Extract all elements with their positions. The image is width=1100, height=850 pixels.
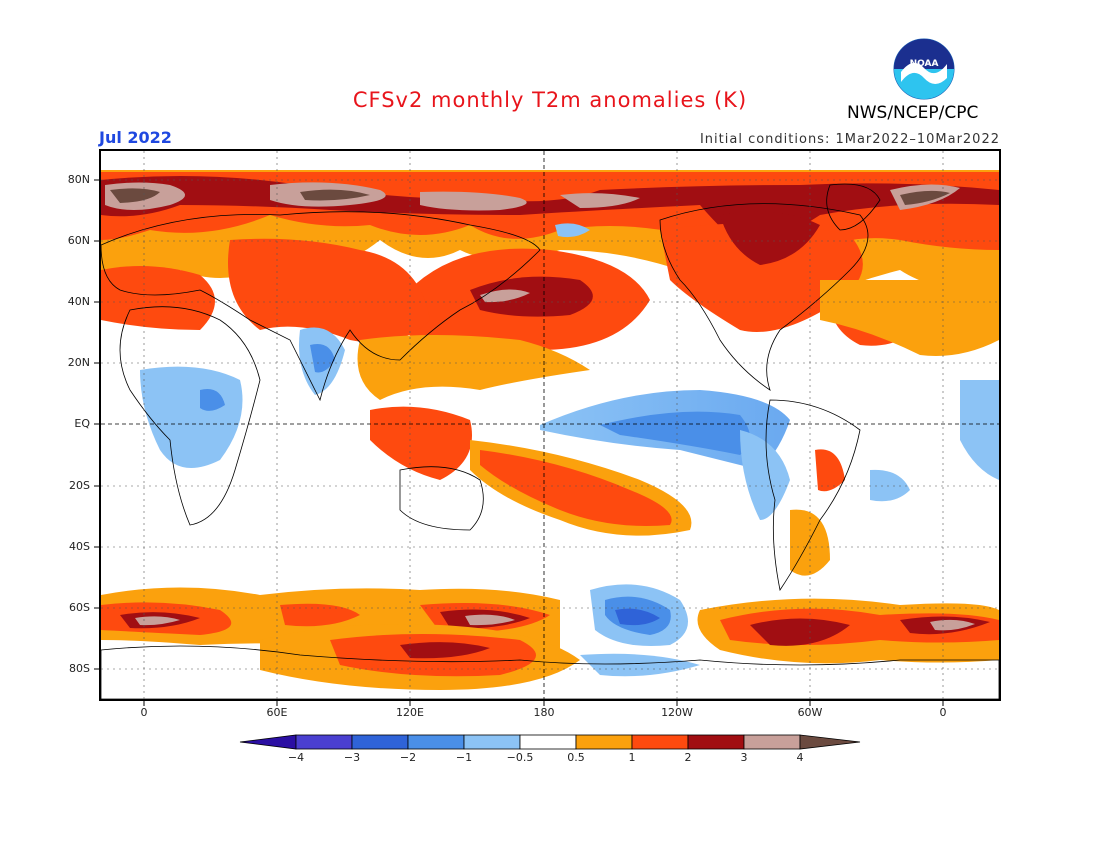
warm-anomaly-subtropical-atlantic: [820, 280, 999, 356]
lat-label: 80N: [67, 173, 90, 186]
chart-title: CFSv2 monthly T2m anomalies (K): [352, 88, 748, 112]
lat-label: 40N: [67, 295, 90, 308]
warm-anomaly-brazil: [815, 449, 845, 492]
lat-label: 80S: [69, 662, 90, 675]
cool-anomaly-east-africa: [960, 380, 999, 480]
lon-label: 120E: [396, 706, 424, 719]
colorbar-label: 3: [740, 751, 748, 764]
warm-anomaly-antarctic-east-max: [930, 619, 975, 631]
coast-eurasia: [101, 211, 541, 402]
warm-anomaly-north-pacific-core: [470, 276, 593, 317]
coast-africa: [119, 306, 261, 526]
warm-anomaly-southern-ocean-peak: [120, 609, 530, 629]
svg-text:NOAA: NOAA: [910, 59, 939, 69]
coast-antarctica: [101, 645, 999, 699]
reference-lines: [101, 151, 999, 699]
coastlines: [101, 183, 999, 699]
cool-anomaly-africa-core: [200, 389, 225, 411]
coast-australia: [399, 466, 484, 531]
lon-label: 180: [533, 706, 555, 719]
anomaly-fields: [101, 170, 999, 690]
colorbar-bin-3: [407, 734, 465, 750]
cool-anomaly-ross: [580, 653, 700, 677]
lon-label: 0: [140, 706, 148, 719]
cool-anomaly-south-atlantic: [870, 469, 910, 502]
warm-anomaly-north-3: [105, 182, 960, 211]
colorbar-bin-4: [463, 734, 521, 750]
colorbar-bin-8: [687, 734, 745, 750]
lat-label: 20N: [67, 356, 90, 369]
warm-anomaly-eurasia: [228, 238, 430, 343]
lat-label: 60S: [69, 601, 90, 614]
cool-anomaly-arctic-spot: [555, 223, 590, 238]
colorbar-label: −1: [455, 751, 473, 764]
lon-label: 120W: [661, 706, 693, 719]
forecast-month: Jul 2022: [99, 128, 172, 147]
initial-conditions: Initial conditions: 1Mar2022–10Mar2022: [699, 132, 1000, 147]
colorbar-bin-9: [743, 734, 801, 750]
colorbar-label: 0.5: [567, 751, 585, 764]
lat-label: 20S: [69, 479, 90, 492]
cool-anomaly-enso-core: [600, 411, 750, 455]
warm-anomaly-north-pacific-peak: [480, 289, 530, 303]
colorbar-label: −3: [343, 751, 361, 764]
warm-anomaly-north-4: [110, 188, 950, 205]
colorbar-bin-2: [351, 734, 409, 750]
lon-label: 60E: [266, 706, 288, 719]
ticks: [94, 179, 944, 706]
map-frame: [99, 149, 1001, 701]
agency-label: NWS/NCEP/CPC: [847, 103, 979, 123]
colorbar-label: 2: [684, 751, 692, 764]
warm-anomaly-antarctic-pacific-peak: [400, 642, 490, 659]
colorbar-label: −4: [287, 751, 305, 764]
colorbar-label: 4: [796, 751, 804, 764]
noaa-logo-icon: NOAA: [893, 38, 955, 100]
colorbar-label: 1: [628, 751, 636, 764]
colorbar-low-arrow: [239, 734, 297, 750]
coast-south-america: [765, 399, 861, 592]
warm-anomaly-south-pacific-core: [480, 450, 672, 526]
lon-label: 0: [939, 706, 947, 719]
cool-anomaly-amundsen-peak: [615, 608, 660, 626]
warm-anomaly-north-america-core: [720, 211, 820, 265]
lat-label: 60N: [67, 234, 90, 247]
warm-anomaly-west-pacific: [357, 335, 590, 400]
warm-anomaly-europe: [101, 266, 215, 330]
cool-anomaly-south-america: [740, 430, 790, 520]
lat-label: EQ: [74, 417, 90, 430]
coast-greenland: [826, 183, 881, 231]
colorbar-label: −2: [399, 751, 417, 764]
lat-label: 40S: [69, 540, 90, 553]
colorbar-bin-5: [519, 734, 577, 750]
cool-anomaly-india-core: [310, 344, 335, 373]
colorbar-bin-1: [295, 734, 353, 750]
coast-north-america: [659, 203, 869, 391]
warm-anomaly-southern-ocean-max: [135, 614, 515, 626]
colorbar: [239, 734, 861, 750]
colorbar-bin-6: [575, 734, 633, 750]
lon-label: 60W: [797, 706, 823, 719]
warm-anomaly-maritime: [370, 406, 472, 480]
colorbar-bin-7: [631, 734, 689, 750]
colorbar-high-arrow: [799, 734, 861, 750]
colorbar-label: −0.5: [506, 751, 534, 764]
grid-lines: [101, 151, 999, 699]
